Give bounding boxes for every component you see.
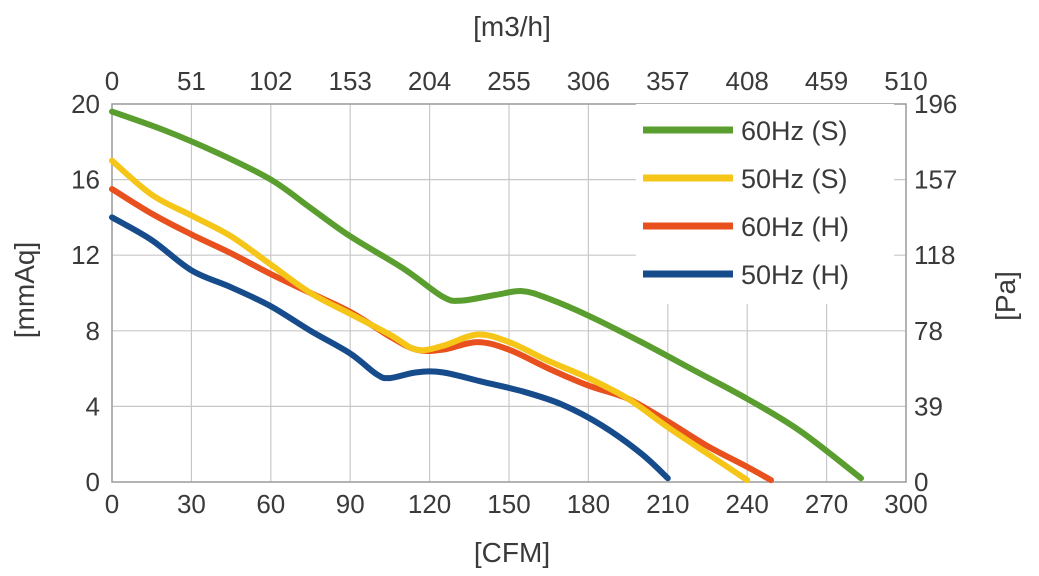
right-axis-ticks: 0 39 78 118 157 196	[914, 89, 957, 497]
x-top-tick-label: 510	[884, 66, 927, 96]
y-right-tick-label: 0	[914, 467, 928, 497]
legend-label-60hz-s: 60Hz (S)	[741, 116, 848, 146]
y-right-tick-label: 157	[914, 165, 957, 195]
x-top-tick-label: 153	[329, 66, 372, 96]
series-line-60hz-s	[109, 108, 864, 482]
x-top-tick-label: 102	[249, 66, 292, 96]
series-line-50hz-h	[109, 214, 671, 482]
series-lines	[109, 108, 864, 484]
y-right-axis-title: [Pa]	[990, 271, 1021, 321]
legend: 60Hz (S) 50Hz (S) 60Hz (H) 50Hz (H)	[636, 104, 894, 304]
series-line-50hz-s	[109, 157, 751, 484]
x-bottom-tick-label: 210	[646, 489, 689, 519]
x-top-tick-label: 0	[105, 66, 119, 96]
y-left-tick-label: 8	[86, 316, 100, 346]
x-bottom-tick-label: 240	[726, 489, 769, 519]
x-bottom-tick-label: 300	[884, 489, 927, 519]
y-left-tick-label: 16	[71, 165, 100, 195]
x-bottom-axis-title: [CFM]	[474, 537, 550, 568]
y-left-axis-title: [mmAq]	[9, 242, 40, 338]
legend-label-50hz-s: 50Hz (S)	[741, 164, 848, 194]
x-top-tick-label: 459	[805, 66, 848, 96]
plot-frame	[111, 103, 907, 483]
x-top-axis-title: [m3/h]	[473, 11, 551, 42]
x-top-tick-label: 204	[408, 66, 451, 96]
x-bottom-tick-label: 150	[487, 489, 530, 519]
x-bottom-tick-label: 0	[105, 489, 119, 519]
x-bottom-tick-label: 120	[408, 489, 451, 519]
x-top-tick-label: 408	[726, 66, 769, 96]
left-axis-ticks: 0 4 8 12 16 20	[71, 89, 100, 497]
legend-label-60hz-h: 60Hz (H)	[741, 212, 849, 242]
y-left-tick-label: 12	[71, 240, 100, 270]
x-top-tick-label: 51	[177, 66, 206, 96]
y-right-tick-label: 39	[914, 391, 943, 421]
y-right-tick-label: 118	[914, 240, 955, 270]
y-right-tick-label: 78	[914, 316, 943, 346]
series-line-60hz-h	[109, 186, 774, 484]
y-right-tick-label: 196	[914, 89, 957, 119]
y-left-tick-label: 20	[71, 89, 100, 119]
x-bottom-tick-label: 90	[336, 489, 365, 519]
x-bottom-tick-label: 180	[567, 489, 610, 519]
x-bottom-tick-label: 30	[177, 489, 206, 519]
y-left-tick-label: 4	[86, 391, 100, 421]
x-bottom-tick-label: 60	[256, 489, 285, 519]
x-top-tick-label: 306	[567, 66, 610, 96]
y-left-tick-label: 0	[86, 467, 100, 497]
top-axis-ticks: 0 51 102 153 204 255 306 357 408 459 510	[105, 66, 928, 96]
x-bottom-tick-label: 270	[805, 489, 848, 519]
bottom-axis-ticks: 0 30 60 90 120 150 180 210 240 270 300	[105, 489, 928, 519]
x-top-tick-label: 357	[646, 66, 689, 96]
legend-label-50hz-h: 50Hz (H)	[741, 260, 849, 290]
x-top-tick-label: 255	[487, 66, 530, 96]
